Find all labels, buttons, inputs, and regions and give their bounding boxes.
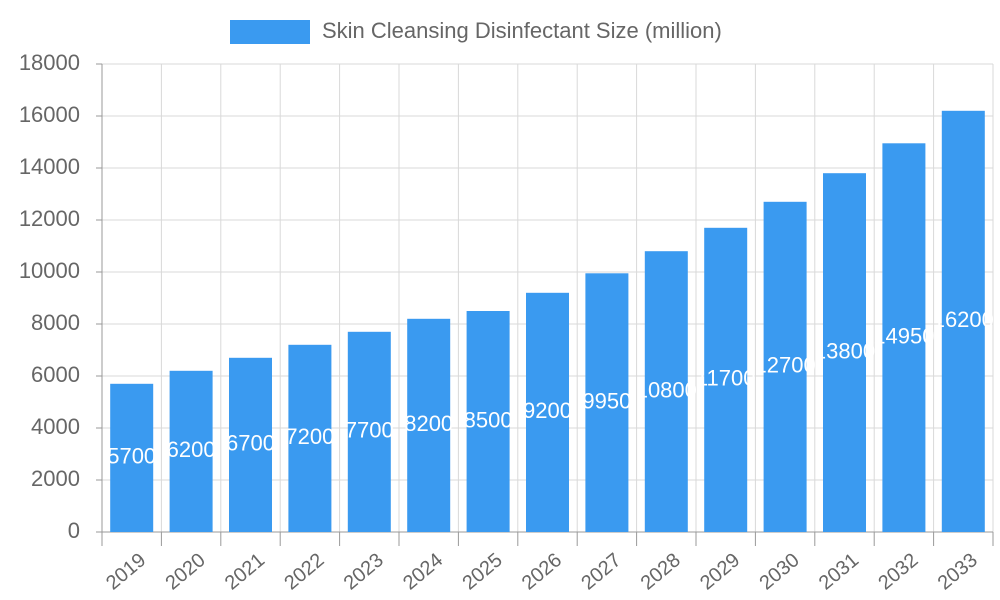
value-label: 8200 <box>404 411 453 436</box>
bar <box>823 173 866 532</box>
bar <box>941 110 985 533</box>
x-tick-label: 2027 <box>577 549 625 594</box>
legend: Skin Cleansing Disinfectant Size (millio… <box>230 18 722 44</box>
x-tick-label: 2022 <box>280 549 328 594</box>
value-label: 16200 <box>933 307 994 332</box>
x-tick-label: 2031 <box>815 549 863 594</box>
y-tick-label: 6000 <box>31 362 80 387</box>
value-label: 11700 <box>696 366 756 391</box>
x-tick-label: 2019 <box>102 549 150 594</box>
x-tick-label: 2021 <box>221 549 269 594</box>
bar <box>763 201 807 533</box>
y-tick-label: 2000 <box>31 466 80 491</box>
y-tick-label: 18000 <box>19 50 80 75</box>
y-tick-label: 8000 <box>31 310 80 335</box>
value-label: 7200 <box>285 424 334 449</box>
x-tick-label: 2029 <box>696 549 744 594</box>
x-tick-label: 2030 <box>755 549 803 594</box>
y-tick-label: 16000 <box>19 102 80 127</box>
bar <box>585 273 629 532</box>
bar <box>229 357 272 532</box>
bar <box>466 311 510 532</box>
value-label: 5700 <box>107 444 156 469</box>
y-tick-label: 10000 <box>19 258 80 283</box>
value-label: 6200 <box>167 437 216 462</box>
bar <box>704 227 748 533</box>
x-tick-label: 2032 <box>874 549 922 594</box>
value-label: 13800 <box>814 338 875 363</box>
bar <box>882 143 926 533</box>
value-label: 8500 <box>464 407 513 432</box>
x-tick-label: 2024 <box>399 549 447 594</box>
value-label: 12700 <box>755 353 816 378</box>
bar <box>347 331 391 532</box>
legend-label: Skin Cleansing Disinfectant Size (millio… <box>322 18 722 43</box>
x-tick-label: 2026 <box>518 549 566 594</box>
bar <box>169 370 213 532</box>
value-label: 7700 <box>345 418 394 443</box>
bar <box>288 344 332 532</box>
x-tick-label: 2020 <box>161 549 209 594</box>
y-tick-label: 12000 <box>19 206 80 231</box>
value-label: 9200 <box>523 398 572 423</box>
value-label: 9950 <box>582 388 631 413</box>
bar <box>526 292 569 532</box>
y-tick-label: 4000 <box>31 414 80 439</box>
value-label: 10800 <box>636 377 697 402</box>
x-tick-label: 2025 <box>458 549 506 594</box>
value-label: 14950 <box>873 323 934 348</box>
legend-swatch <box>230 20 310 44</box>
y-tick-label: 14000 <box>19 154 80 179</box>
x-tick-label: 2023 <box>340 549 388 594</box>
x-tick-label: 2028 <box>637 549 685 594</box>
x-tick-label: 2033 <box>934 549 982 594</box>
bar <box>644 251 688 532</box>
y-tick-label: 0 <box>68 518 80 543</box>
value-label: 6700 <box>226 431 275 456</box>
bar <box>110 383 154 532</box>
bar <box>407 318 451 532</box>
